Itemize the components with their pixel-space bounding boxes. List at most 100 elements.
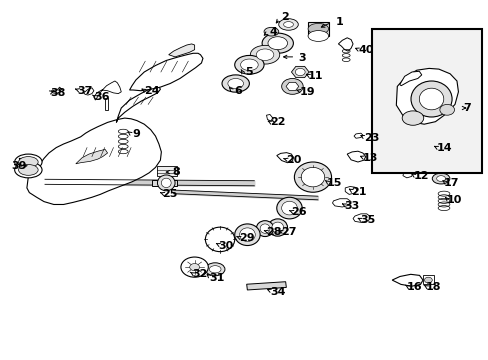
- Polygon shape: [27, 118, 161, 204]
- Text: 33: 33: [344, 201, 359, 211]
- Polygon shape: [266, 114, 272, 121]
- Text: 34: 34: [269, 287, 285, 297]
- Text: 4: 4: [269, 27, 277, 37]
- Bar: [371, 29, 481, 173]
- Text: 1: 1: [335, 17, 343, 27]
- Polygon shape: [411, 140, 427, 152]
- Ellipse shape: [271, 222, 283, 233]
- Polygon shape: [345, 186, 356, 194]
- Ellipse shape: [181, 257, 208, 277]
- Polygon shape: [168, 44, 194, 57]
- Ellipse shape: [161, 178, 171, 188]
- Text: 22: 22: [269, 117, 285, 127]
- Polygon shape: [402, 171, 412, 178]
- Text: 10: 10: [446, 195, 462, 205]
- Polygon shape: [346, 151, 365, 162]
- Ellipse shape: [283, 22, 293, 27]
- Ellipse shape: [234, 55, 264, 74]
- Ellipse shape: [260, 224, 269, 233]
- Ellipse shape: [281, 78, 303, 94]
- Ellipse shape: [436, 176, 445, 181]
- Polygon shape: [94, 81, 121, 100]
- Polygon shape: [338, 38, 352, 51]
- Text: 3: 3: [298, 53, 305, 63]
- Ellipse shape: [276, 197, 302, 219]
- Text: 11: 11: [307, 71, 323, 81]
- Ellipse shape: [209, 266, 221, 273]
- Ellipse shape: [278, 19, 298, 30]
- Ellipse shape: [205, 263, 224, 276]
- Text: 31: 31: [209, 273, 224, 283]
- Bar: [151, 180, 177, 186]
- Ellipse shape: [189, 264, 199, 271]
- Text: 12: 12: [413, 171, 428, 181]
- Polygon shape: [395, 68, 458, 124]
- Ellipse shape: [267, 219, 287, 236]
- Bar: [246, 282, 286, 290]
- Ellipse shape: [439, 104, 454, 115]
- Text: 7: 7: [462, 103, 470, 113]
- Ellipse shape: [250, 45, 279, 64]
- Polygon shape: [76, 149, 107, 164]
- Bar: [105, 98, 108, 110]
- Text: 16: 16: [406, 282, 422, 292]
- Ellipse shape: [307, 23, 328, 34]
- Ellipse shape: [234, 224, 260, 246]
- Text: 19: 19: [299, 87, 314, 97]
- Polygon shape: [291, 66, 308, 78]
- Ellipse shape: [15, 154, 42, 170]
- Ellipse shape: [256, 49, 273, 60]
- Bar: [157, 166, 177, 176]
- Text: 26: 26: [291, 207, 306, 217]
- Text: 2: 2: [280, 12, 288, 22]
- Ellipse shape: [431, 173, 449, 184]
- Ellipse shape: [267, 37, 287, 50]
- Ellipse shape: [19, 165, 38, 175]
- Ellipse shape: [301, 167, 324, 187]
- Text: 14: 14: [435, 143, 451, 153]
- Ellipse shape: [294, 162, 331, 192]
- Polygon shape: [51, 87, 61, 94]
- Polygon shape: [353, 133, 362, 138]
- Polygon shape: [391, 274, 422, 286]
- Text: 23: 23: [363, 132, 379, 143]
- Text: 29: 29: [238, 233, 254, 243]
- Text: 38: 38: [50, 88, 65, 98]
- Ellipse shape: [239, 228, 255, 242]
- Polygon shape: [399, 71, 421, 86]
- Text: 21: 21: [350, 186, 366, 197]
- Ellipse shape: [401, 111, 423, 125]
- Text: 40: 40: [357, 45, 373, 55]
- Text: 37: 37: [77, 86, 93, 96]
- Text: 25: 25: [162, 189, 178, 199]
- Text: 36: 36: [94, 92, 109, 102]
- Text: 18: 18: [425, 282, 440, 292]
- Ellipse shape: [205, 227, 234, 252]
- Ellipse shape: [240, 59, 258, 71]
- Polygon shape: [116, 86, 160, 122]
- Polygon shape: [129, 53, 203, 91]
- Ellipse shape: [256, 221, 273, 237]
- Ellipse shape: [157, 175, 175, 191]
- Polygon shape: [332, 199, 350, 207]
- Text: 20: 20: [285, 155, 301, 165]
- Polygon shape: [276, 153, 293, 163]
- Text: 5: 5: [245, 67, 253, 77]
- Text: 17: 17: [443, 178, 459, 188]
- Ellipse shape: [307, 31, 328, 41]
- Text: 24: 24: [143, 86, 159, 96]
- Ellipse shape: [227, 78, 243, 89]
- Ellipse shape: [264, 27, 278, 36]
- Ellipse shape: [281, 201, 297, 215]
- Text: 27: 27: [280, 227, 296, 237]
- Ellipse shape: [410, 81, 451, 117]
- Ellipse shape: [15, 162, 42, 178]
- Polygon shape: [285, 82, 298, 90]
- Text: 9: 9: [132, 129, 140, 139]
- Bar: [307, 22, 328, 36]
- Ellipse shape: [424, 277, 431, 283]
- Ellipse shape: [262, 33, 293, 53]
- Text: 39: 39: [11, 161, 26, 171]
- Ellipse shape: [295, 68, 305, 76]
- Text: 28: 28: [265, 227, 281, 237]
